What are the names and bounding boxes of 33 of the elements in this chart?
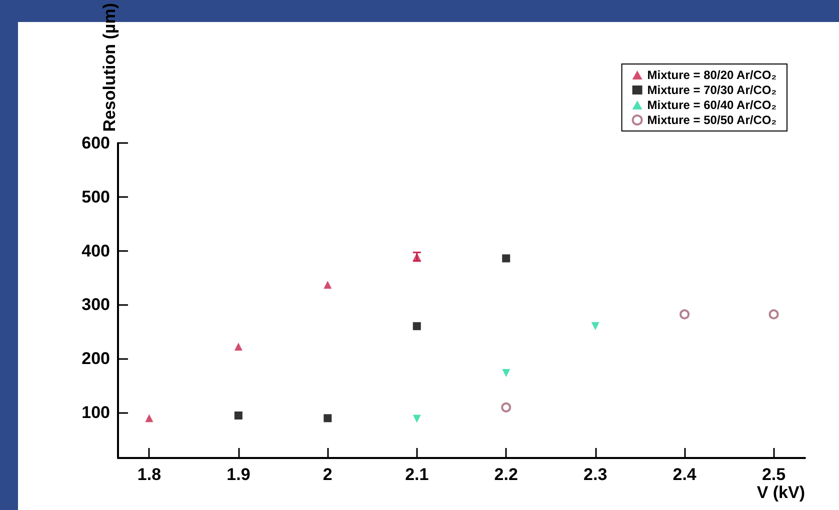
x-tick-label: 1.9 [226,465,250,484]
x-tick-label: 2.1 [405,465,429,484]
point [591,322,600,330]
y-tick-label: 500 [82,188,110,206]
x-tick-label: 2.5 [762,465,786,484]
y-tick-label: 400 [82,241,110,260]
x-tick-label: 2.4 [672,465,697,484]
point [501,402,512,412]
legend-label: Mixture = 80/20 Ar/CO₂ [647,68,777,82]
y-tick-label: 200 [82,348,110,368]
point [234,342,242,351]
x-tick-label: 2.3 [584,465,608,484]
y-tick-label: 300 [82,295,110,314]
y-tick-label: 600 [82,134,110,153]
point [502,254,510,262]
point [768,309,779,320]
legend-label: Mixture = 60/40 Ar/CO₂ [647,98,777,112]
x-tick-label: 2.2 [494,465,518,484]
x-tick-label: 2 [322,465,332,484]
point [145,414,154,422]
x-axis-title: V (kV) [756,483,805,502]
point [324,414,332,422]
legend-label: Mixture = 50/50 Ar/CO₂ [647,113,777,127]
point [412,414,421,423]
x-tick-label: 1.8 [137,465,162,484]
point [680,309,690,320]
y-axis-title: Resolution (µm) [100,3,119,132]
point [412,322,421,330]
point [324,280,332,289]
y-tick-label: 100 [82,402,110,422]
legend-label: Mixture = 70/30 Ar/CO₂ [647,83,777,97]
point [234,411,242,420]
point [502,368,510,377]
